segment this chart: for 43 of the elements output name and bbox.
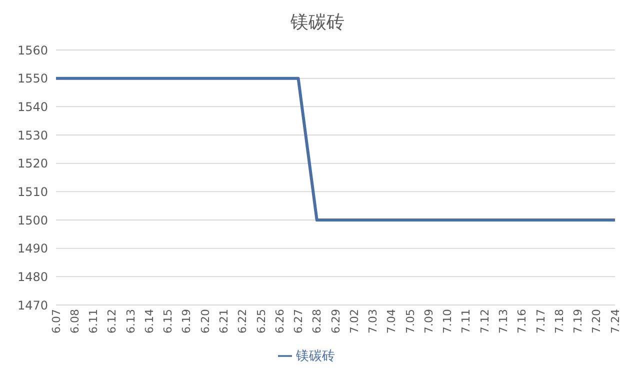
x-tick-label: 6.29 xyxy=(329,309,342,334)
x-tick-label: 7.11 xyxy=(460,309,473,334)
x-tick-label: 6.07 xyxy=(50,309,63,334)
x-tick-label: 7.19 xyxy=(572,309,585,334)
x-tick-label: 6.15 xyxy=(162,309,175,334)
x-tick-label: 6.21 xyxy=(218,309,231,334)
x-tick-label: 7.09 xyxy=(422,309,436,334)
x-tick-label: 7.04 xyxy=(385,309,398,334)
x-tick-label: 6.12 xyxy=(106,309,119,334)
x-tick-label: 7.17 xyxy=(534,309,548,334)
x-tick-label: 6.26 xyxy=(273,309,286,334)
x-tick-label: 7.16 xyxy=(516,309,529,334)
y-tick-label: 1470 xyxy=(17,298,48,312)
y-tick-label: 1520 xyxy=(17,156,48,171)
x-tick-label: 7.05 xyxy=(404,309,417,334)
x-tick-label: 7.13 xyxy=(497,309,510,334)
legend-label: 镁碳砖 xyxy=(296,349,335,364)
x-tick-label: 7.10 xyxy=(441,309,454,334)
y-tick-label: 1540 xyxy=(17,100,48,114)
x-tick-label: 6.14 xyxy=(142,309,156,334)
x-tick-label: 6.11 xyxy=(87,309,100,334)
y-tick-label: 1510 xyxy=(17,184,48,199)
y-tick-label: 1490 xyxy=(17,242,48,256)
x-tick-label: 6.28 xyxy=(310,309,324,334)
x-tick-label: 6.20 xyxy=(198,309,212,334)
x-tick-label: 7.24 xyxy=(608,309,622,334)
x-tick-label: 7.20 xyxy=(590,309,604,334)
x-tick-label: 7.12 xyxy=(478,309,492,334)
x-tick-label: 6.13 xyxy=(124,309,138,334)
x-tick-label: 7.03 xyxy=(366,309,380,334)
y-tick-label: 1560 xyxy=(17,43,48,58)
y-tick-label: 1500 xyxy=(17,213,48,228)
x-tick-label: 6.27 xyxy=(292,309,306,334)
chart-title: 镁碳砖 xyxy=(290,11,346,35)
x-tick-label: 7.18 xyxy=(552,309,566,334)
y-tick-label: 1480 xyxy=(17,270,48,284)
x-tick-label: 6.25 xyxy=(254,309,268,334)
x-tick-label: 6.19 xyxy=(180,309,194,334)
x-tick-label: 6.08 xyxy=(68,309,82,334)
x-tick-label: 7.02 xyxy=(348,309,361,334)
y-tick-label: 1530 xyxy=(17,128,48,142)
y-tick-label: 1550 xyxy=(17,72,48,86)
x-tick-label: 6.22 xyxy=(236,309,250,334)
